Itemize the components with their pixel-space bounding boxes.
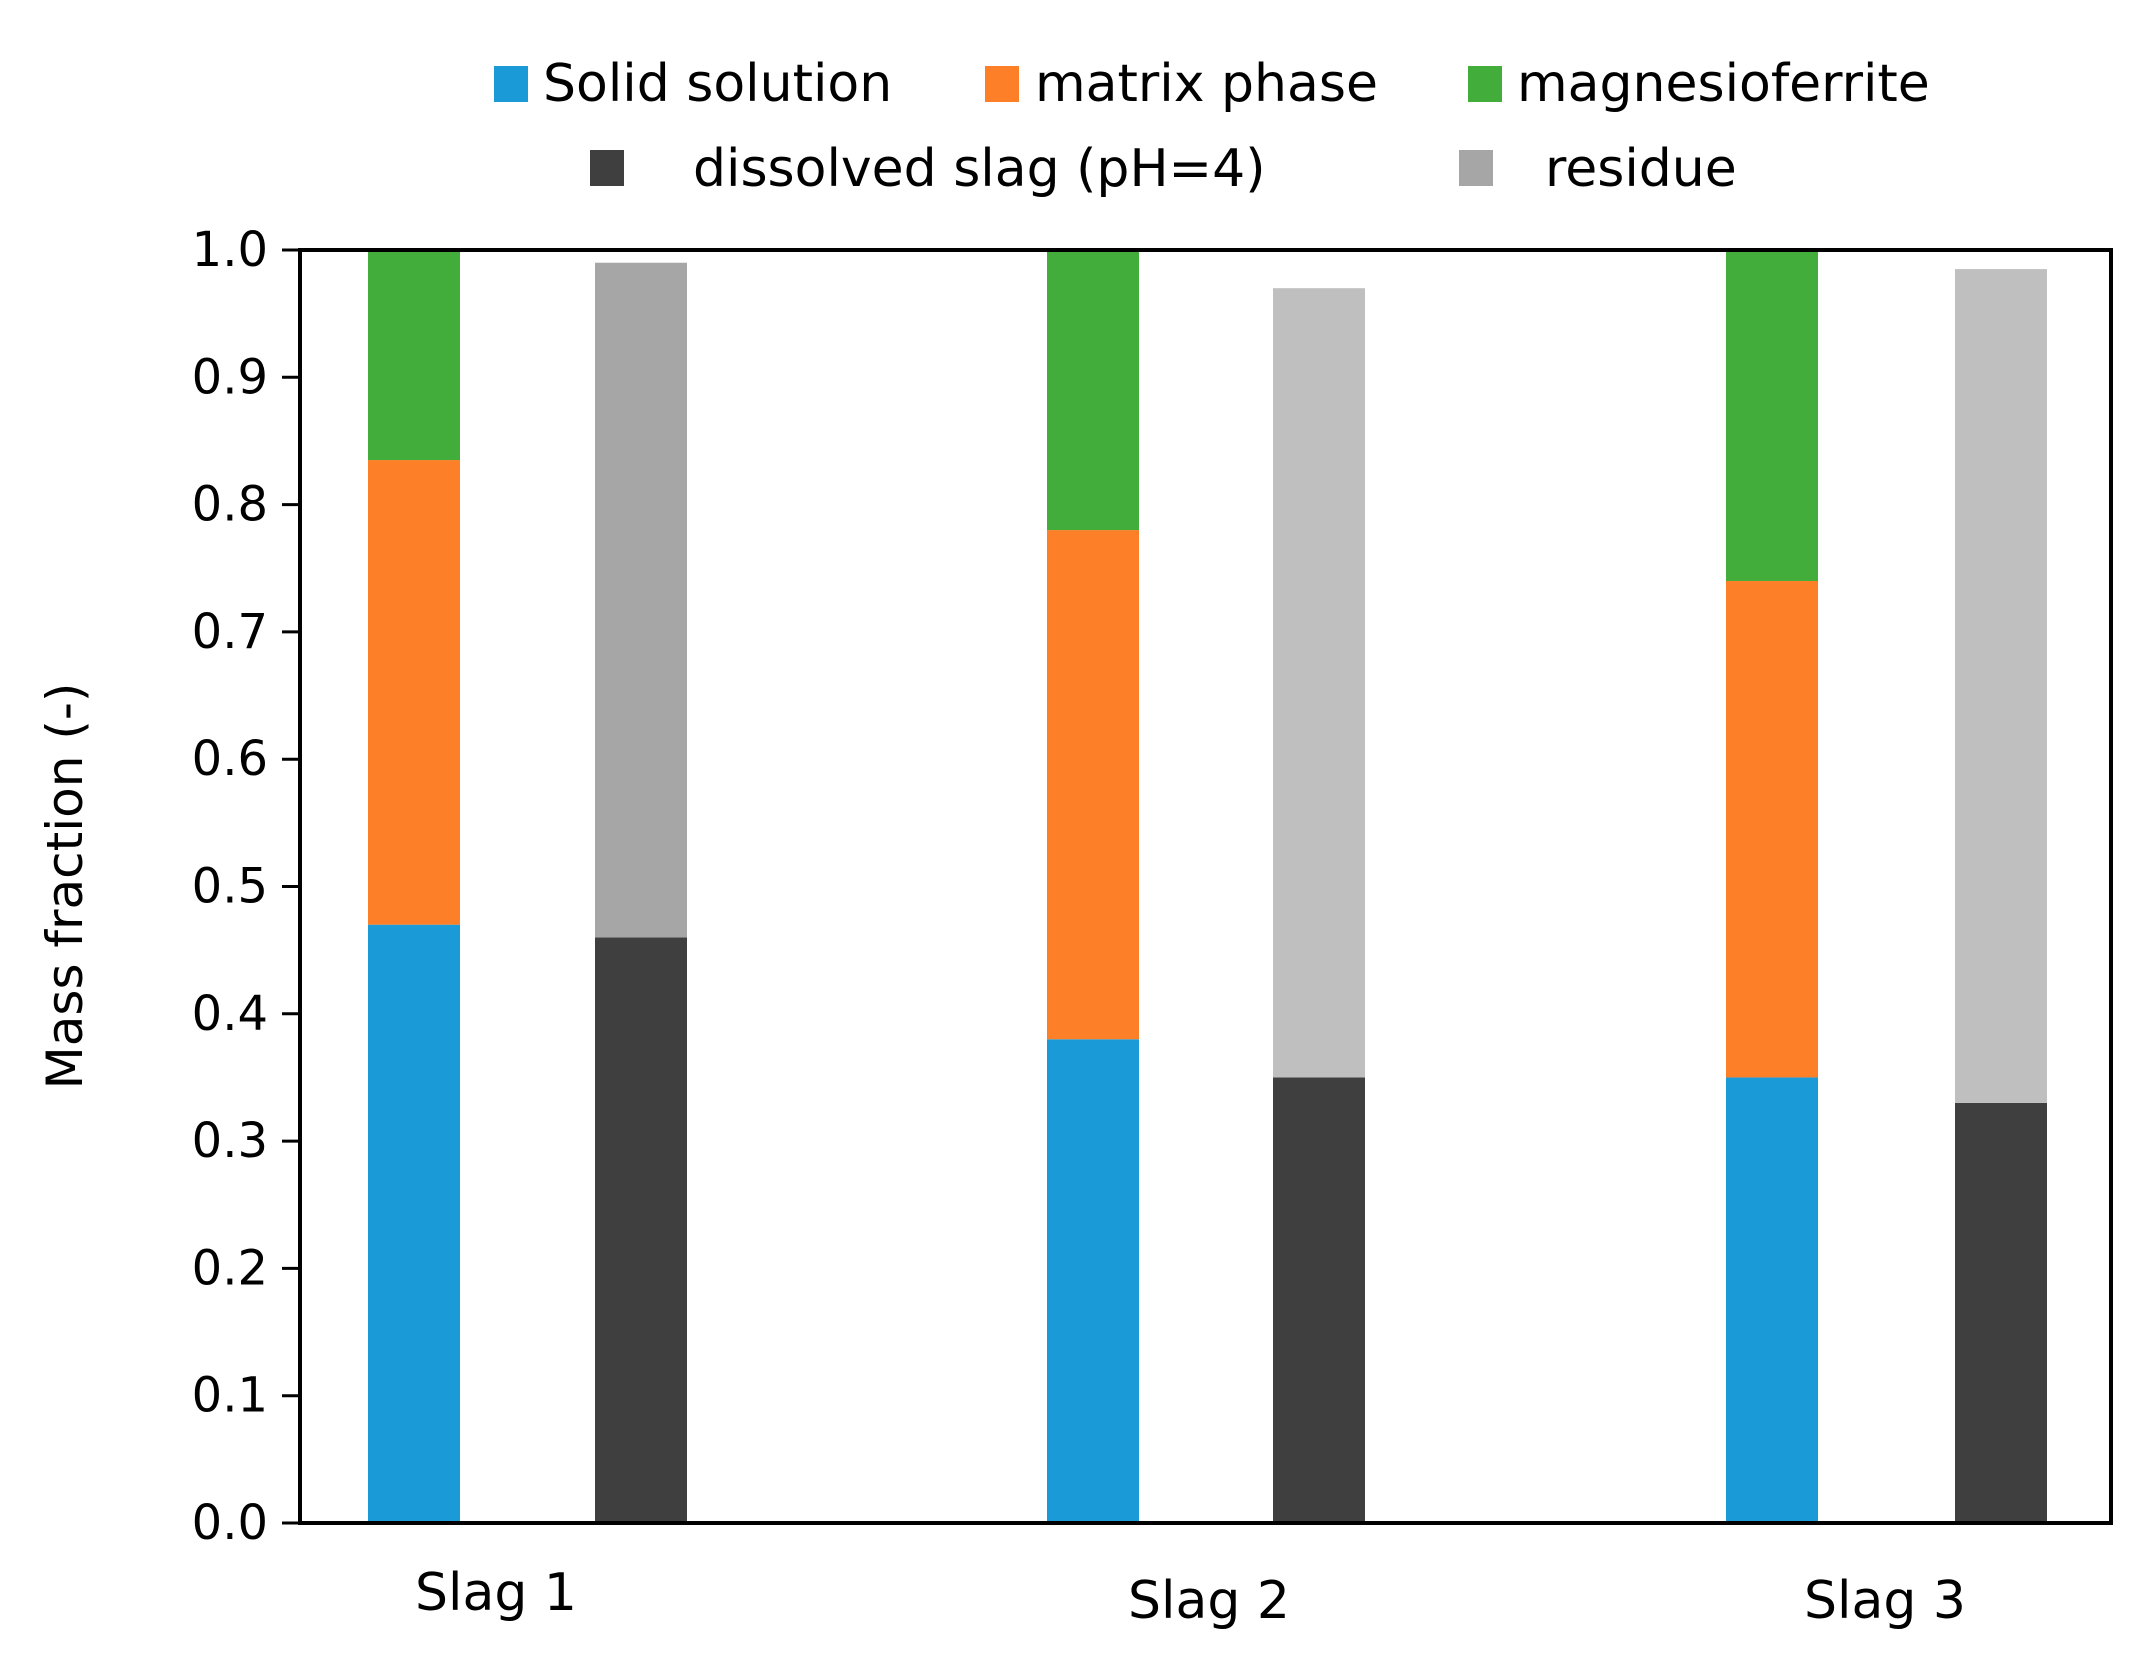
legend-swatch (590, 150, 624, 186)
y-axis-ticks: 0.0 0.1 0.2 0.3 0.4 0.5 0.6 0.7 0.8 0.9 1.0 (192, 222, 300, 1551)
x-category-label: Slag 1 (415, 1563, 577, 1623)
legend-item-residue: residue (1459, 139, 1737, 199)
x-category-label: Slag 2 (1128, 1571, 1290, 1631)
x-category-label: Slag 3 (1804, 1571, 1966, 1631)
legend-item-matrix-phase: matrix phase (985, 54, 1378, 114)
bar-slag-2-solid-solution (1047, 1039, 1139, 1523)
bar-slag-3-matrix-phase (1726, 580, 1818, 1078)
y-axis-label: Mass fraction (-) (36, 683, 94, 1090)
bar-slag-2-magnesioferrite (1047, 250, 1139, 531)
bar-slag-1-matrix-phase (368, 460, 460, 925)
y-tick-label: 0.5 (192, 859, 268, 915)
y-tick-label: 0.3 (192, 1113, 268, 1169)
bar-slag-2-dissolved-slag-ph-4 (1273, 1077, 1365, 1523)
bar-slag-3-residue (1955, 269, 2047, 1103)
bar-slag-1-dissolved-slag-ph-4 (595, 937, 687, 1523)
legend-label: Solid solution (543, 54, 892, 114)
y-tick-label: 0.0 (192, 1495, 268, 1551)
y-tick-label: 0.6 (192, 731, 268, 787)
y-tick-label: 0.4 (192, 986, 268, 1042)
bar-slag-1-magnesioferrite (368, 250, 460, 461)
legend-item-solid-solution: Solid solution (494, 54, 892, 114)
legend-label: dissolved slag (pH=4) (693, 139, 1265, 199)
legend: Solid solution matrix phase magnesioferrit… (494, 54, 1930, 199)
y-tick-label: 1.0 (192, 222, 268, 278)
bar-slag-3-dissolved-slag-ph-4 (1955, 1102, 2047, 1523)
y-tick-label: 0.9 (192, 349, 268, 405)
plot-area-frame (298, 248, 2113, 1525)
legend-label: residue (1545, 139, 1737, 199)
legend-label: magnesioferrite (1517, 54, 1930, 114)
legend-label: matrix phase (1035, 54, 1378, 114)
bar-slag-2-residue (1273, 288, 1365, 1078)
legend-item-dissolved-slag-ph-4: dissolved slag (pH=4) (590, 139, 1265, 199)
x-axis-categories: Slag 1 Slag 2 Slag 3 (415, 1563, 1966, 1631)
bar-slag-1-solid-solution (368, 924, 460, 1523)
y-tick-label: 0.2 (192, 1240, 268, 1296)
legend-swatch (985, 66, 1019, 102)
bars (368, 250, 2047, 1523)
legend-swatch (494, 66, 528, 102)
legend-swatch (1468, 66, 1502, 102)
y-tick-label: 0.1 (192, 1368, 268, 1424)
y-tick-label: 0.7 (192, 604, 268, 660)
legend-swatch (1459, 150, 1493, 186)
legend-item-magnesioferrite: magnesioferrite (1468, 54, 1930, 114)
bar-slag-3-magnesioferrite (1726, 250, 1818, 581)
bar-slag-2-matrix-phase (1047, 530, 1139, 1040)
bar-slag-1-residue (595, 262, 687, 938)
bar-slag-3-solid-solution (1726, 1077, 1818, 1523)
y-tick-label: 0.8 (192, 477, 268, 533)
